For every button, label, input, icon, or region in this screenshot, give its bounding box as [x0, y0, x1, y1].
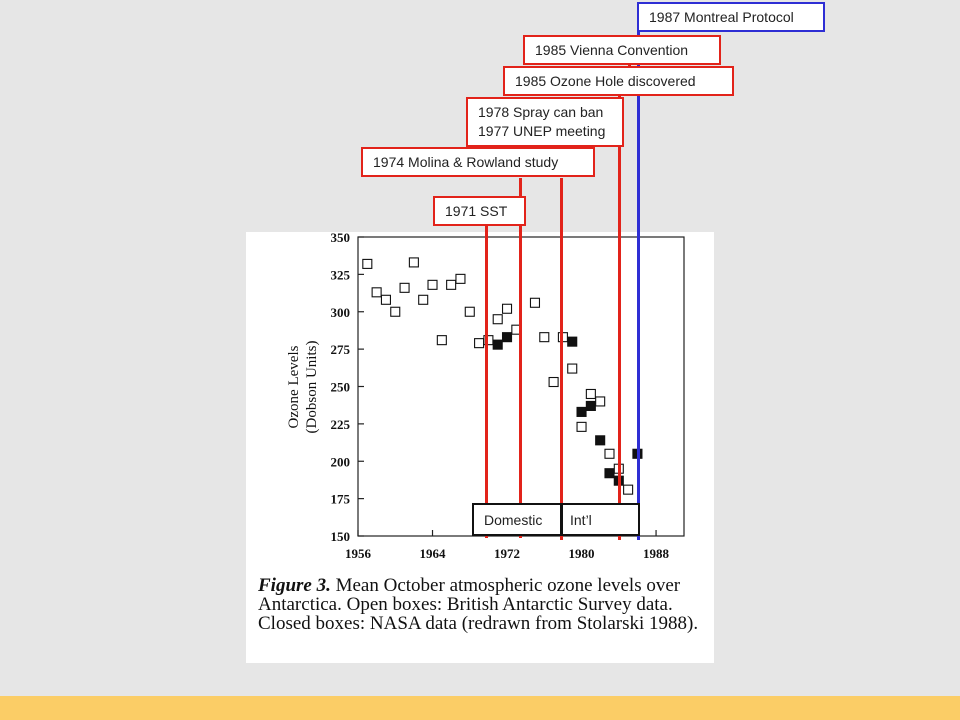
policy-category-box: Domestic Int’l — [472, 503, 640, 536]
bottom-accent-bar — [0, 696, 960, 720]
y-tick-label: 200 — [331, 454, 351, 469]
event-label-montreal-protocol: 1987 Montreal Protocol — [637, 2, 825, 32]
bas-data-point — [595, 396, 606, 407]
nasa-data-point — [595, 435, 606, 446]
timeline-line-1985-ozone-hole — [618, 96, 621, 540]
bas-data-point — [604, 448, 615, 459]
figure-caption-text: Mean October atmospheric ozone levels ov… — [258, 575, 699, 634]
bas-data-point — [585, 388, 596, 400]
event-label-spray-can-ban-line1: 1978 Spray can ban — [478, 104, 604, 120]
y-tick-label: 350 — [331, 232, 351, 245]
y-tick-label: 175 — [331, 492, 351, 507]
x-tick-label: 1956 — [345, 546, 372, 561]
x-tick-label: 1988 — [643, 546, 670, 561]
event-label-sst: 1971 SST — [433, 196, 526, 226]
figure-caption: Figure 3. Mean October atmospheric ozone… — [258, 576, 708, 633]
x-tick-label: 1964 — [420, 546, 447, 561]
y-tick-label: 325 — [331, 267, 351, 282]
bas-data-point — [548, 376, 559, 388]
bas-data-point — [492, 314, 503, 325]
nasa-data-point — [604, 468, 615, 479]
timeline-line-1974 — [519, 178, 522, 538]
bas-data-point — [427, 279, 438, 290]
event-label-vienna-convention: 1985 Vienna Convention — [523, 35, 721, 65]
timeline-line-1978 — [560, 178, 563, 540]
y-tick-label: 225 — [331, 417, 351, 432]
nasa-data-point — [501, 332, 513, 343]
timeline-line-1987 — [637, 30, 640, 540]
y-tick-label: 150 — [331, 529, 351, 544]
bas-data-point — [474, 338, 485, 349]
y-tick-label: 300 — [331, 305, 351, 320]
bas-data-point — [399, 282, 410, 293]
bas-data-point — [390, 306, 401, 317]
bas-data-point — [529, 297, 541, 308]
ozone-scatter-plot: 150 175 200 225 250 275 300 325 350 1956 1964 1972 1… — [286, 232, 685, 561]
figure-number: Figure 3. — [258, 575, 331, 596]
y-axis-units-label: (Dobson Units) — [304, 341, 320, 434]
category-domestic-label: Domestic — [484, 512, 543, 528]
x-tick-label: 1972 — [494, 546, 520, 561]
y-tick-label: 250 — [331, 380, 351, 395]
bas-data-point — [464, 306, 475, 317]
nasa-data-point — [492, 339, 503, 350]
event-label-unep-meeting-line2: 1977 UNEP meeting — [478, 123, 606, 139]
bas-data-point — [418, 294, 429, 305]
bas-data-point — [408, 257, 419, 268]
bas-data-point — [371, 287, 382, 298]
bas-data-point — [362, 258, 373, 269]
nasa-data-point — [576, 406, 587, 417]
timeline-line-1971 — [485, 224, 488, 538]
event-label-spray-can-ban: 1978 Spray can ban 1977 UNEP meeting — [466, 97, 624, 147]
bas-data-point — [623, 484, 634, 495]
figure-panel: 150 175 200 225 250 275 300 325 350 1956 1964 1972 1… — [246, 232, 714, 663]
nasa-data-point — [567, 336, 578, 347]
x-tick-label: 1980 — [569, 546, 595, 561]
y-tick-label: 275 — [331, 342, 351, 357]
bas-data-point — [567, 363, 578, 374]
bas-data-point — [380, 294, 391, 305]
category-divider — [560, 505, 563, 534]
bas-data-point — [446, 279, 457, 290]
category-international-label: Int’l — [570, 512, 592, 528]
bas-data-point — [436, 335, 447, 346]
bas-data-point — [501, 303, 513, 314]
bas-data-point — [576, 421, 587, 432]
y-axis-label: Ozone Levels — [286, 345, 302, 428]
nasa-data-point — [585, 400, 596, 411]
event-label-molina-rowland: 1974 Molina & Rowland study — [361, 147, 595, 177]
bas-data-point — [539, 332, 550, 343]
event-label-ozone-hole: 1985 Ozone Hole discovered — [503, 66, 734, 96]
bas-data-point — [455, 273, 466, 284]
